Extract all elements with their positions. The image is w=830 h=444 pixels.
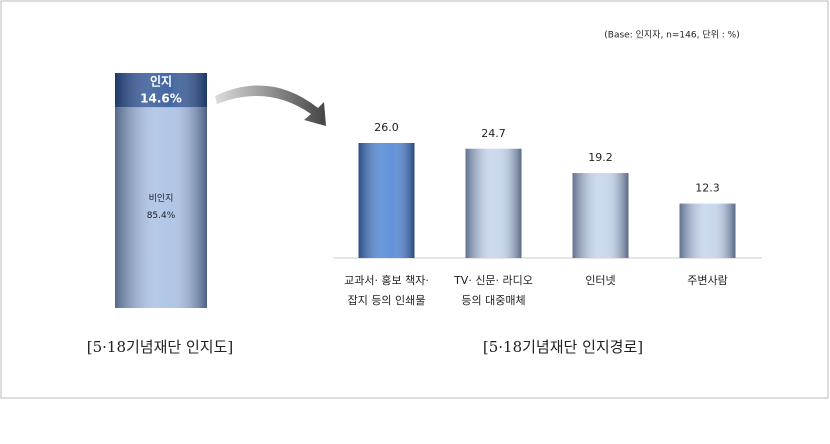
chart-title: [5·18기념재단 인지도] [87, 338, 233, 356]
data-label: 19.2 [588, 151, 613, 164]
data-label: 26.0 [374, 121, 399, 134]
note: (Base: 인지자, n=146, 단위 : %) [604, 30, 739, 41]
bar-shade [465, 148, 522, 258]
data-label: 14.6% [140, 92, 182, 106]
x-tick-label: 주변사람 [687, 274, 727, 287]
x-tick-label: 교과서· 홍보 책자· [344, 273, 429, 287]
arrow [215, 85, 326, 126]
bar-shade [358, 143, 415, 258]
data-label: 85.4% [147, 211, 176, 221]
chart-title: [5·18기념재단 인지경로] [483, 338, 643, 356]
x-tick-label: 잡지 등의 인쇄물 [348, 294, 426, 307]
x-tick-label: TV· 신문· 라디오 [453, 274, 533, 287]
segment-name: 인지 [150, 74, 172, 89]
bar-shade [679, 203, 736, 258]
data-label: 24.7 [481, 127, 506, 140]
bar-shade [115, 107, 207, 308]
segment-name: 비인지 [149, 193, 174, 204]
x-tick-label: 인터넷 [585, 274, 615, 287]
bar-shade [572, 173, 629, 258]
data-label: 12.3 [695, 182, 720, 195]
x-tick-label: 등의 대중매체 [461, 294, 525, 307]
bar-shade [115, 73, 207, 108]
